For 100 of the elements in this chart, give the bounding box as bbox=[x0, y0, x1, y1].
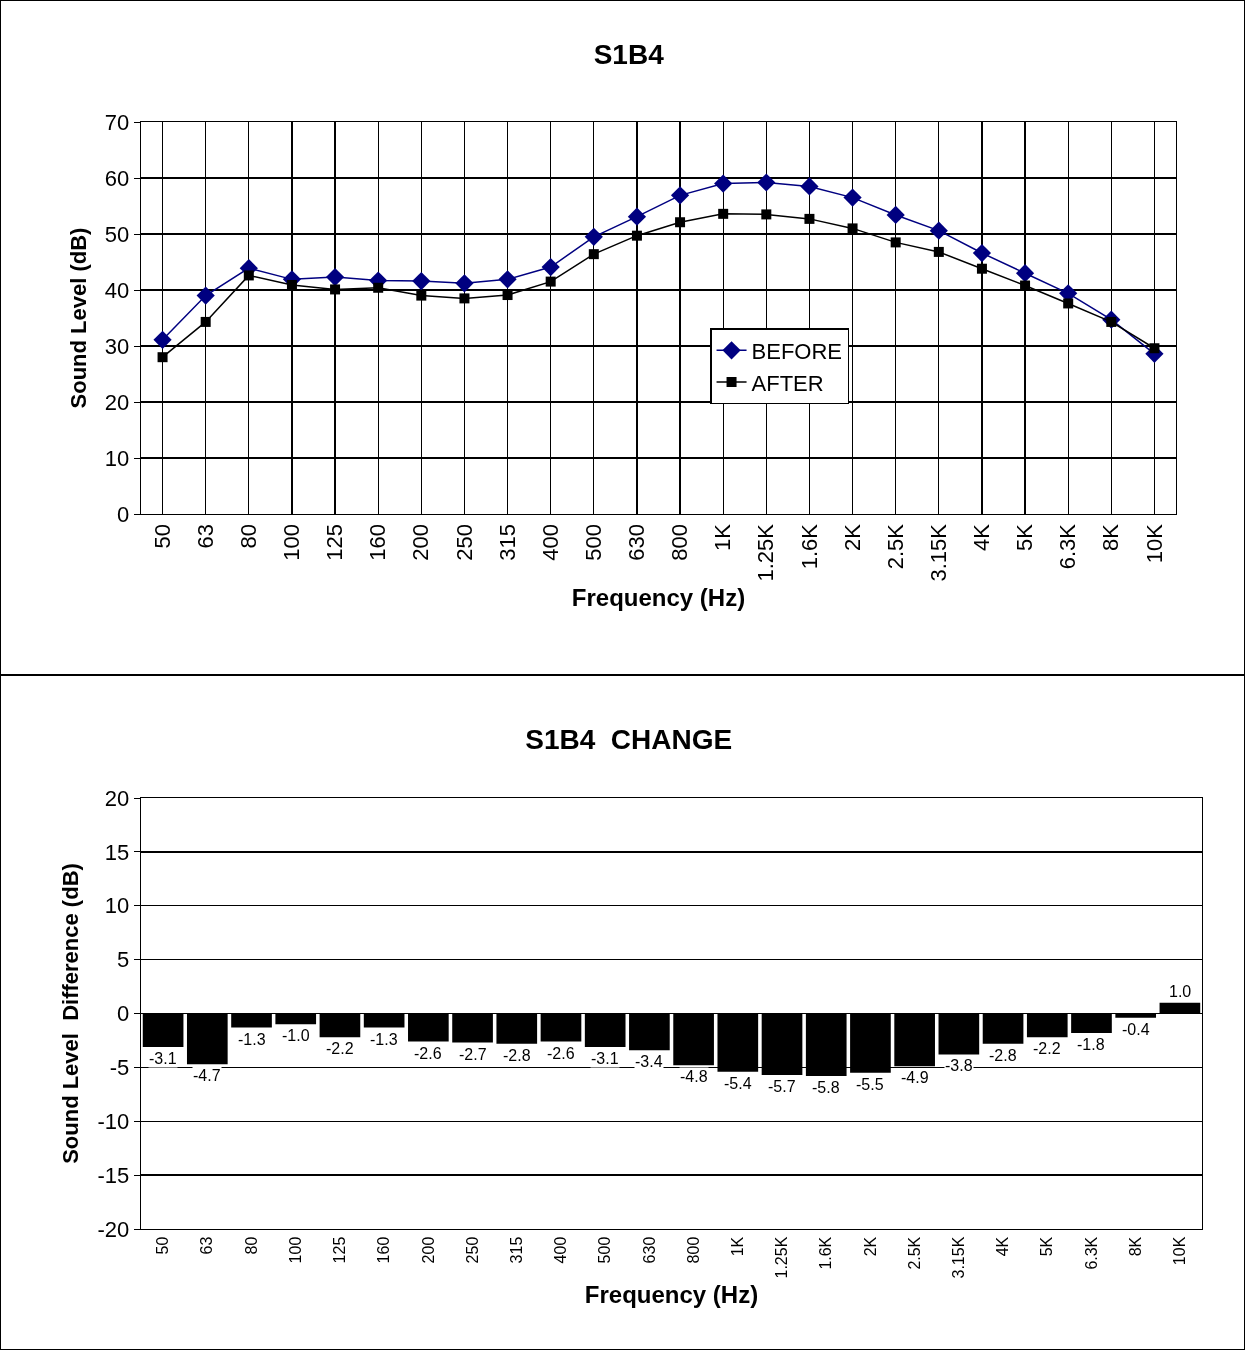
point bbox=[1015, 264, 1035, 283]
point bbox=[286, 279, 297, 290]
data-label: -3.1 bbox=[591, 1050, 619, 1067]
point bbox=[459, 293, 470, 304]
x-tick-label: 1K bbox=[710, 523, 736, 552]
point bbox=[416, 290, 427, 301]
point bbox=[1149, 343, 1160, 354]
x-tick-label: 2K bbox=[861, 1236, 879, 1257]
y-axis-title: Sound Level Difference (dB) bbox=[58, 863, 84, 1164]
x-tick-label: 200 bbox=[419, 1236, 437, 1264]
x-tick-label: 5K bbox=[1012, 523, 1038, 552]
point bbox=[157, 352, 168, 363]
point bbox=[804, 213, 815, 224]
point bbox=[153, 330, 172, 349]
y-tick-label: 30 bbox=[104, 333, 130, 359]
data-label: -5.4 bbox=[724, 1075, 752, 1092]
y-tick-label: 40 bbox=[104, 277, 130, 303]
x-tick-label: 400 bbox=[537, 524, 563, 561]
data-label: -2.6 bbox=[547, 1045, 575, 1062]
x-tick-label: 1.25K bbox=[753, 523, 779, 582]
x-tick-label: 50 bbox=[154, 1236, 172, 1255]
x-tick-label: 500 bbox=[580, 524, 606, 561]
x-tick-label: 3.15K bbox=[950, 1236, 968, 1279]
x-tick-label: 200 bbox=[408, 524, 434, 561]
x-tick-label: 160 bbox=[365, 524, 391, 561]
point bbox=[455, 274, 474, 293]
x-tick-label: 2.5K bbox=[905, 1236, 923, 1270]
x-tick-label: 8K bbox=[1098, 523, 1124, 552]
x-tick-label: 80 bbox=[242, 1236, 260, 1255]
y-tick-label: 20 bbox=[104, 785, 130, 811]
x-tick-label: 800 bbox=[684, 1236, 702, 1264]
x-tick-label: 2K bbox=[839, 523, 865, 552]
y-tick-label: 10 bbox=[104, 893, 130, 919]
data-label: -4.8 bbox=[680, 1068, 708, 1085]
x-tick-label: 1.6K bbox=[796, 523, 822, 570]
x-tick-label: 50 bbox=[149, 524, 175, 549]
point bbox=[631, 230, 642, 241]
y-tick-label: 0 bbox=[117, 1001, 130, 1027]
point bbox=[627, 207, 647, 226]
point bbox=[757, 173, 776, 192]
x-tick-label: 10K bbox=[1171, 1236, 1189, 1266]
x-tick-label: 1K bbox=[729, 1236, 747, 1257]
point bbox=[330, 284, 341, 295]
data-label: -2.2 bbox=[326, 1040, 354, 1057]
point bbox=[1063, 298, 1074, 309]
point bbox=[584, 227, 603, 246]
point bbox=[670, 186, 690, 205]
x-tick-label: 100 bbox=[279, 524, 305, 561]
y-tick-label: 10 bbox=[104, 445, 130, 471]
chart-title: S1B4 bbox=[593, 39, 665, 71]
data-label: -2.8 bbox=[989, 1047, 1017, 1064]
y-tick-label: 0 bbox=[117, 501, 130, 527]
data-label: -1.3 bbox=[238, 1031, 266, 1048]
data-label: -3.4 bbox=[635, 1053, 663, 1070]
x-tick-label: 6.3K bbox=[1082, 1236, 1100, 1270]
x-tick-label: 63 bbox=[198, 1236, 216, 1255]
point bbox=[890, 237, 901, 248]
data-label: -4.7 bbox=[193, 1067, 221, 1084]
x-tick-label: 500 bbox=[596, 1236, 614, 1264]
y-tick-label: -20 bbox=[97, 1216, 130, 1242]
point bbox=[200, 316, 211, 327]
point bbox=[718, 208, 729, 219]
y-tick-label: 15 bbox=[104, 839, 130, 865]
point bbox=[675, 217, 686, 228]
point bbox=[545, 276, 556, 287]
point bbox=[847, 223, 858, 234]
point bbox=[761, 209, 772, 220]
point bbox=[933, 246, 944, 257]
chart-title: S1B4 CHANGE bbox=[525, 724, 733, 756]
x-tick-label: 4K bbox=[994, 1236, 1012, 1257]
legend-label: BEFORE bbox=[751, 338, 843, 364]
x-tick-label: 1.6K bbox=[817, 1236, 835, 1270]
point bbox=[800, 177, 819, 196]
data-label: -0.4 bbox=[1122, 1021, 1150, 1038]
x-tick-label: 80 bbox=[235, 524, 261, 549]
x-tick-label: 315 bbox=[494, 524, 520, 561]
point bbox=[714, 174, 733, 193]
x-tick-label: 1.25K bbox=[773, 1236, 791, 1279]
point bbox=[976, 263, 987, 274]
data-label: -2.8 bbox=[503, 1047, 531, 1064]
x-axis-title: Frequency (Hz) bbox=[584, 1280, 759, 1308]
y-tick-label: 20 bbox=[104, 389, 130, 415]
x-tick-label: 125 bbox=[331, 1236, 349, 1264]
point bbox=[498, 270, 517, 289]
point bbox=[843, 188, 862, 207]
data-label: -2.7 bbox=[459, 1046, 487, 1063]
data-label: -2.6 bbox=[414, 1045, 442, 1062]
x-tick-label: 400 bbox=[552, 1236, 570, 1264]
point bbox=[373, 282, 384, 293]
y-tick-label: 70 bbox=[104, 109, 130, 135]
x-tick-label: 100 bbox=[286, 1236, 304, 1264]
x-tick-label: 10K bbox=[1141, 523, 1167, 564]
data-label: -3.8 bbox=[945, 1057, 973, 1074]
y-tick-label: -15 bbox=[97, 1162, 130, 1188]
point bbox=[196, 286, 215, 305]
x-axis-title: Frequency (Hz) bbox=[571, 583, 746, 611]
x-tick-label: 6.3K bbox=[1055, 523, 1081, 570]
point bbox=[972, 243, 992, 263]
point bbox=[243, 270, 254, 281]
y-tick-label: -10 bbox=[97, 1108, 130, 1134]
